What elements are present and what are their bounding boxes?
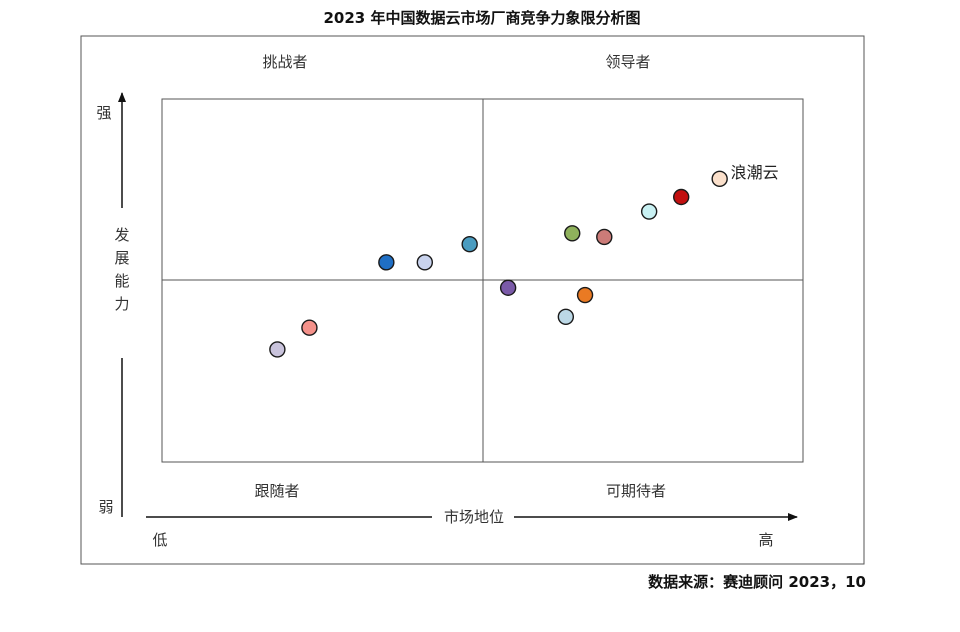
data-point-4: [416, 254, 434, 271]
data-point-label-13: 浪潮云: [731, 163, 779, 182]
quadrant-label-top-right: 领导者: [605, 53, 650, 71]
data-points: 浪潮云: [269, 163, 779, 358]
quadrant-label-bottom-left: 跟随者: [254, 482, 299, 500]
y-axis-label: 发展能力: [114, 226, 129, 313]
source-note: 数据来源：赛迪顾问 2023，10: [648, 573, 866, 591]
data-point-2: [301, 319, 318, 336]
x-axis-label: 市场地位: [444, 508, 504, 526]
data-point-12: [673, 188, 690, 206]
quadrant-label-bottom-right: 可期待者: [606, 482, 666, 500]
data-point-5: [461, 235, 478, 253]
x-axis-high-label: 高: [758, 531, 773, 549]
data-point-7: [557, 308, 575, 325]
data-point-9: [564, 225, 581, 242]
quadrant-label-top-left: 挑战者: [262, 53, 307, 71]
data-point-6: [499, 279, 517, 296]
y-axis-high-label: 强: [96, 104, 111, 122]
data-point-10: [596, 228, 613, 246]
data-point-11: [640, 203, 658, 220]
data-point-8: [576, 286, 594, 304]
chart-title: 2023 年中国数据云市场厂商竞争力象限分析图: [324, 9, 641, 27]
data-point-13: [711, 170, 728, 188]
outer-frame: [80, 35, 865, 565]
y-axis-low-label: 弱: [98, 498, 113, 516]
data-point-1: [269, 341, 286, 358]
x-axis-low-label: 低: [152, 531, 167, 549]
data-point-3: [378, 254, 395, 271]
